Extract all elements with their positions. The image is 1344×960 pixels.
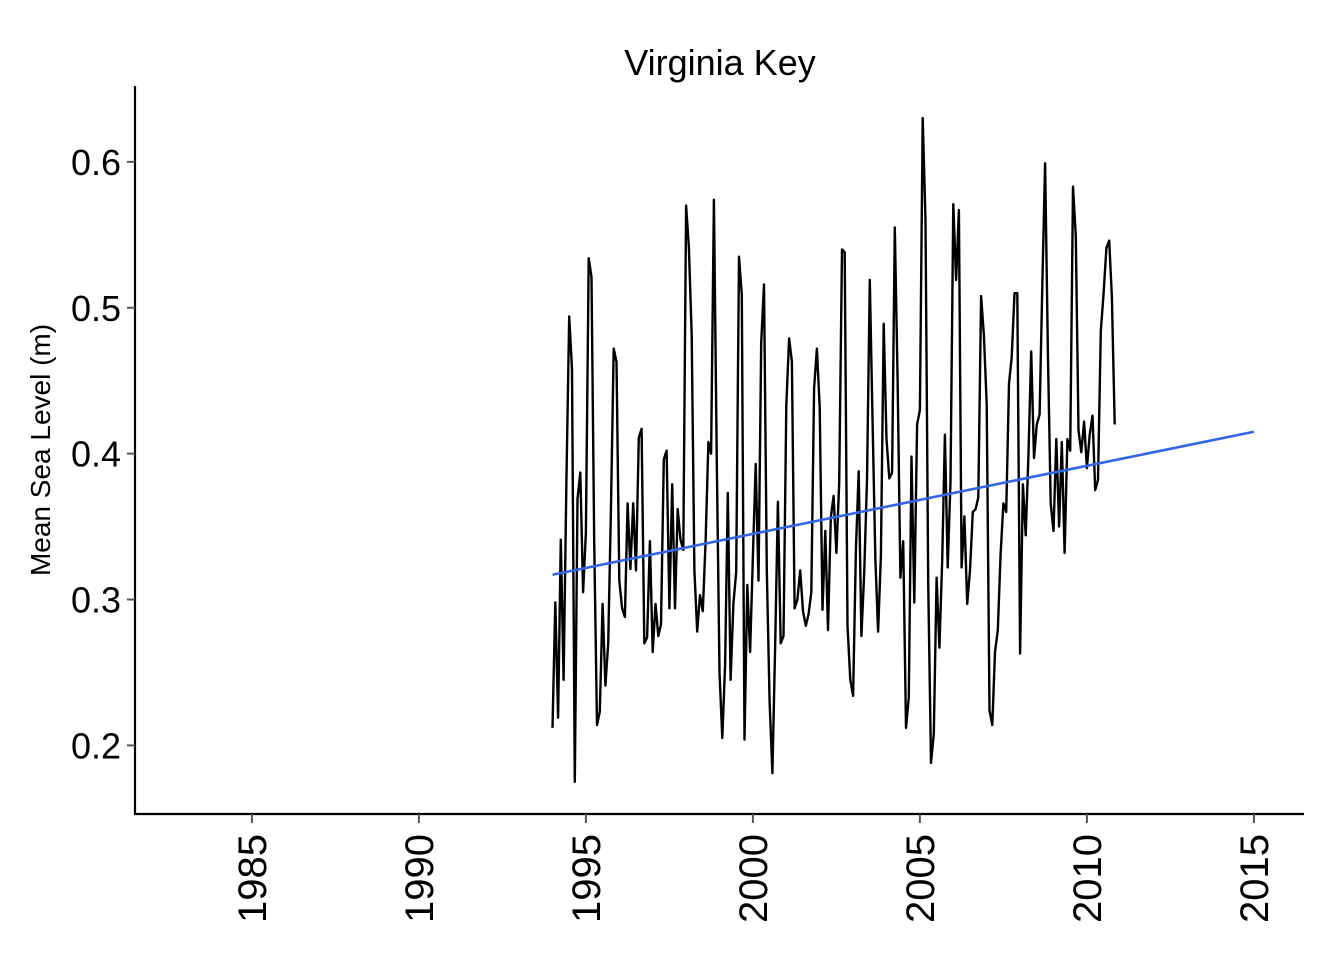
series-layer: [551, 116, 1255, 784]
trend-line: [552, 430, 1255, 577]
x-tick-label: 1990: [398, 834, 442, 923]
y-tick-label: 0.3: [71, 580, 121, 621]
chart-title: Virginia Key: [624, 42, 815, 83]
y-tick-label: 0.2: [71, 725, 121, 766]
y-tick-label: 0.6: [71, 142, 121, 183]
y-axis-label: Mean Sea Level (m): [25, 324, 56, 576]
x-tick-label: 2010: [1066, 834, 1110, 923]
x-tick-label: 2000: [732, 834, 776, 923]
x-tick-label: 1995: [565, 834, 609, 923]
sea-level-series-line: [551, 116, 1116, 784]
x-axis-ticks: 1985 1990 1995 2000 2005 2010 2015: [231, 814, 1277, 923]
y-axis-ticks: 0.2 0.3 0.4 0.5 0.6: [71, 142, 135, 766]
x-tick-label: 2005: [899, 834, 943, 923]
y-tick-label: 0.4: [71, 434, 121, 475]
x-tick-label: 2015: [1233, 834, 1277, 923]
x-tick-label: 1985: [231, 834, 275, 923]
y-tick-label: 0.5: [71, 288, 121, 329]
